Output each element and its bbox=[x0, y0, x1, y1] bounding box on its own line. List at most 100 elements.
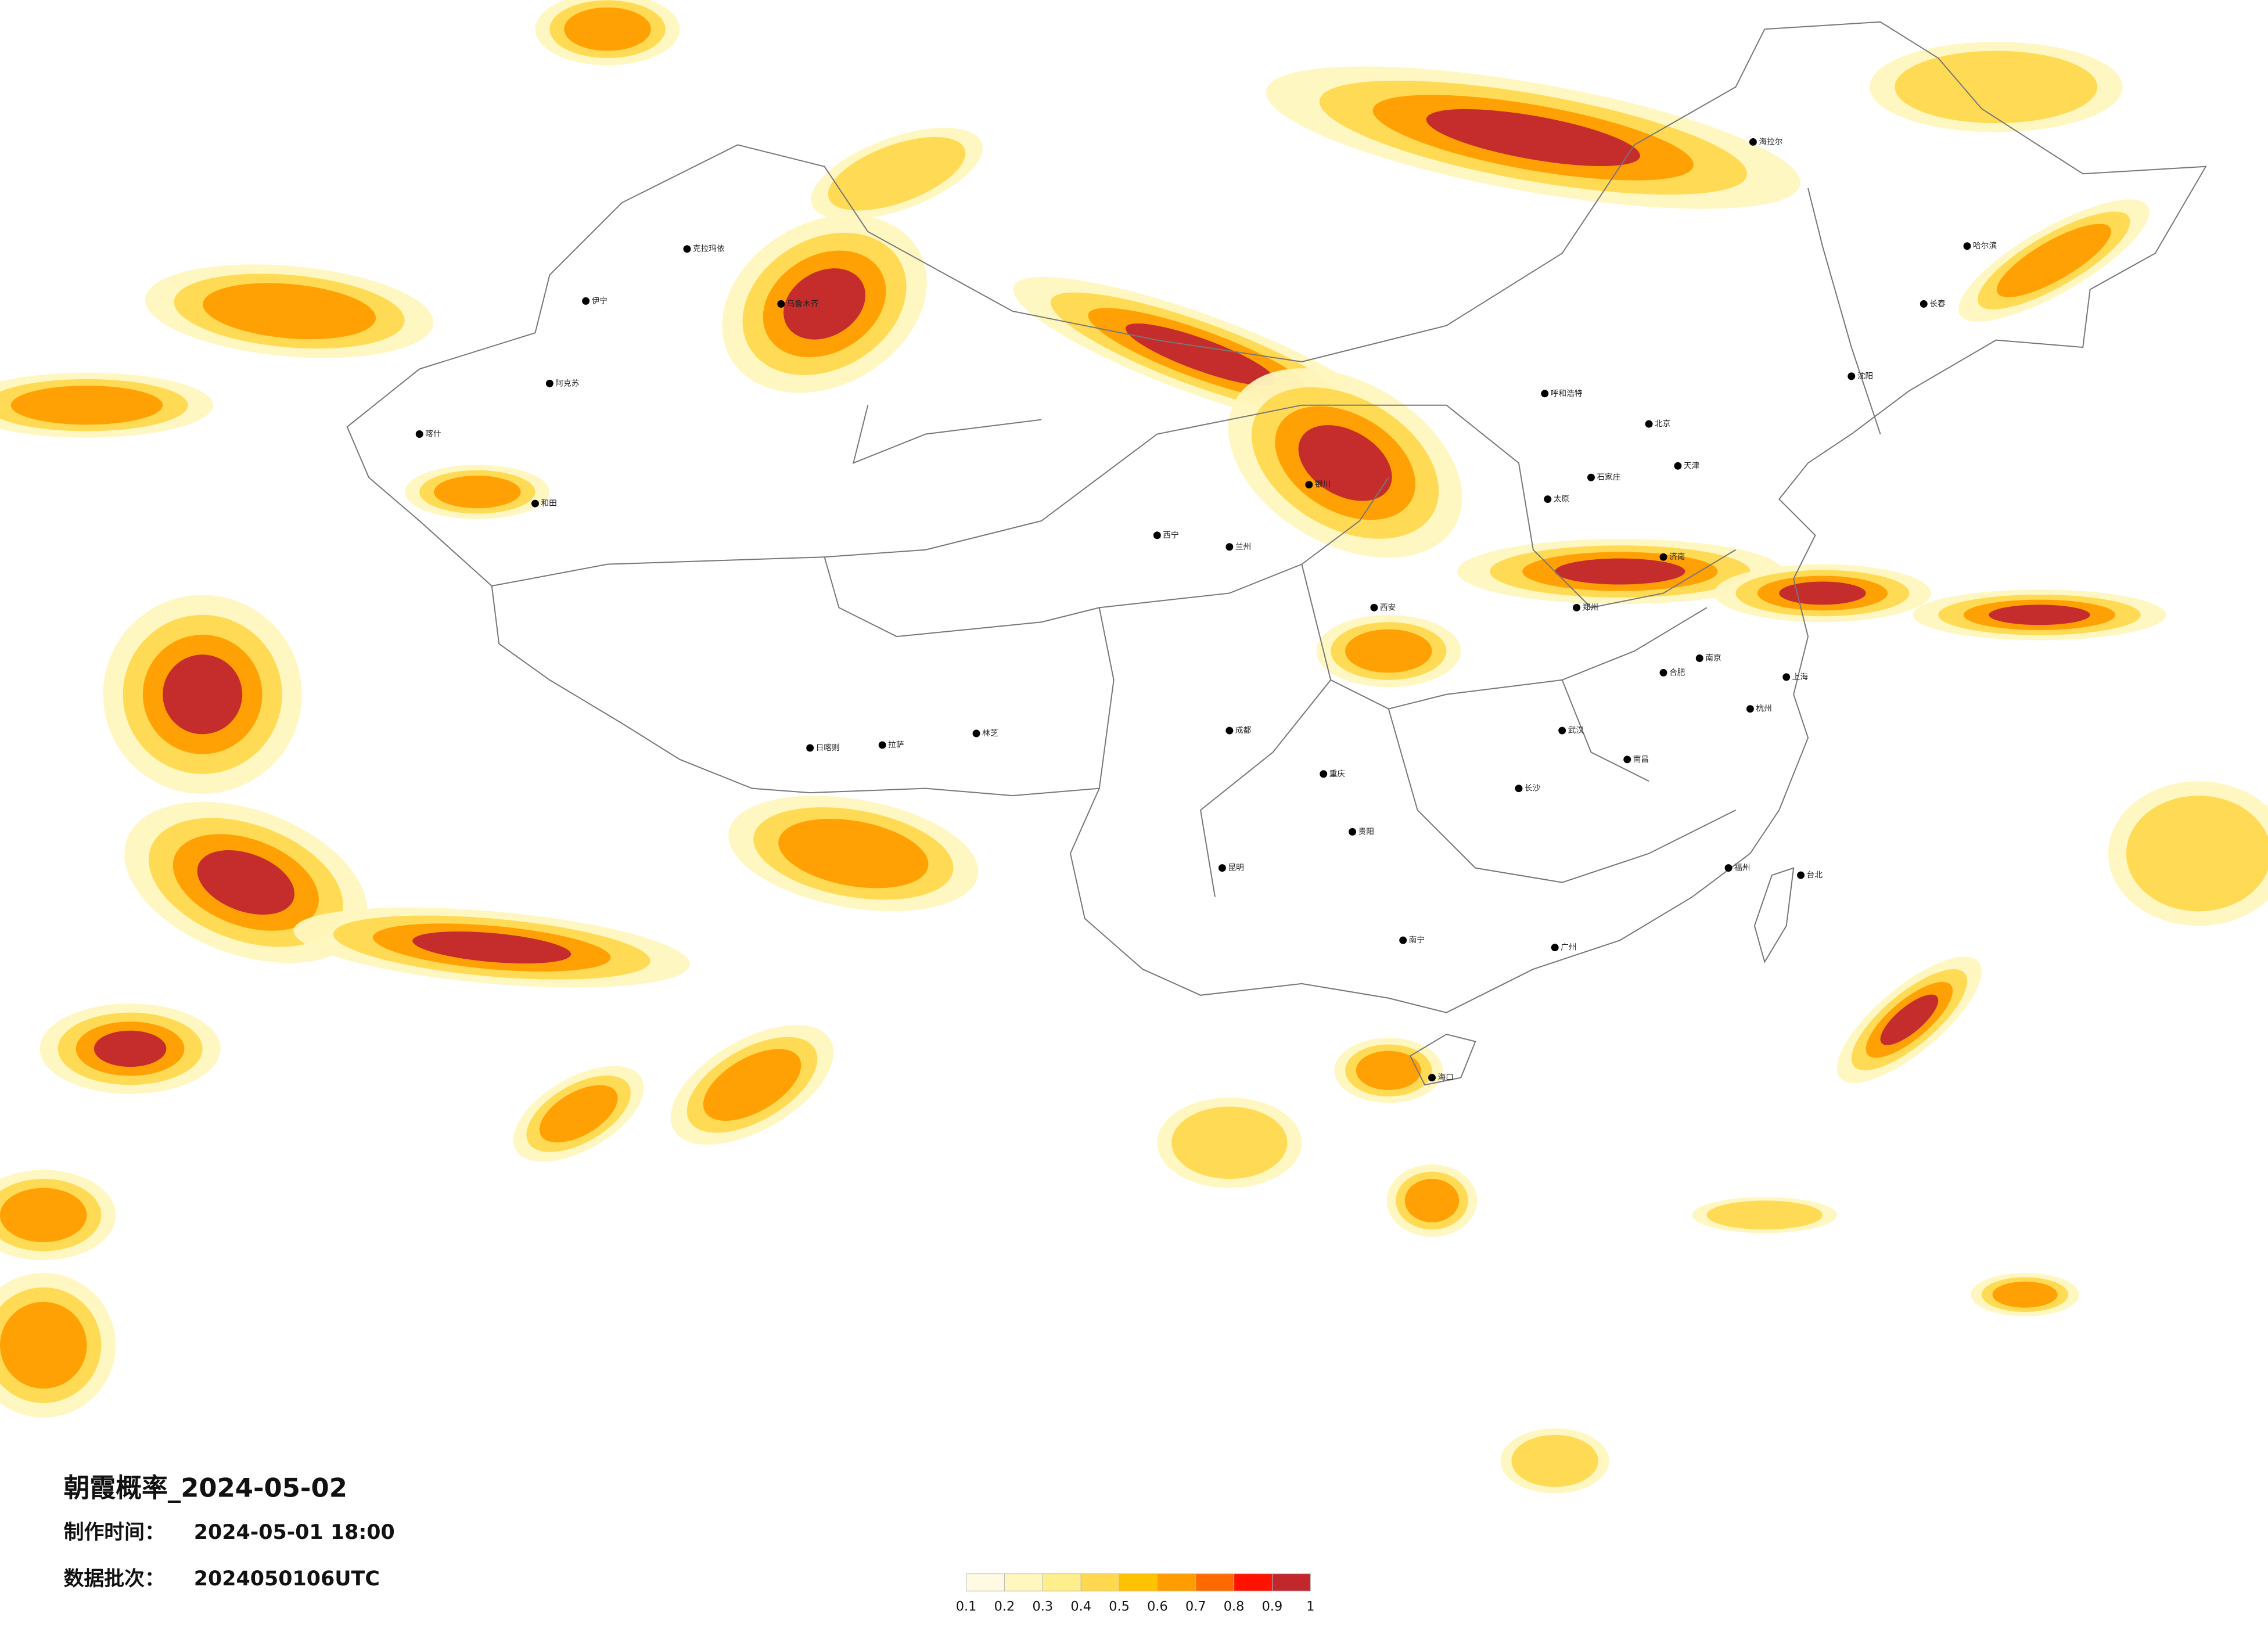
colorbar-tick-label: 0.3 bbox=[1033, 1599, 1054, 1614]
colorbar-tick-label: 1 bbox=[1306, 1599, 1314, 1614]
city-dot bbox=[1515, 785, 1523, 793]
city-dot bbox=[1963, 242, 1971, 250]
heat-layer bbox=[0, 0, 2268, 1494]
city-dot bbox=[1370, 603, 1378, 611]
city-dot bbox=[878, 741, 886, 749]
city-dot bbox=[1797, 871, 1805, 879]
city-label: 日喀则 bbox=[816, 743, 840, 753]
probability-area bbox=[828, 136, 966, 211]
info-label: 数据批次： bbox=[64, 1567, 165, 1591]
probability-area bbox=[564, 7, 651, 51]
city-label: 兰州 bbox=[1235, 542, 1251, 552]
probability-area bbox=[1298, 425, 1392, 501]
probability-area bbox=[163, 654, 243, 735]
colorbar-swatch bbox=[1271, 1573, 1311, 1592]
city-dot bbox=[972, 729, 980, 738]
city-label: 长沙 bbox=[1525, 784, 1541, 793]
city-label: 乌鲁木齐 bbox=[787, 299, 819, 308]
city-label: 呼和浩特 bbox=[1551, 389, 1583, 398]
probability-area bbox=[1895, 51, 2098, 124]
city-dot bbox=[1349, 828, 1357, 836]
colorbar-tick-label: 0.6 bbox=[1147, 1599, 1168, 1614]
city-dot bbox=[1782, 673, 1791, 681]
city-dot bbox=[531, 499, 539, 508]
city-label: 南宁 bbox=[1409, 935, 1425, 945]
city-dot bbox=[1848, 372, 1856, 380]
city-label: 台北 bbox=[1807, 870, 1823, 880]
probability-area bbox=[203, 283, 376, 340]
colorbar-swatch bbox=[1195, 1573, 1235, 1592]
city-label: 银川 bbox=[1315, 480, 1331, 490]
colorbar-swatch bbox=[1004, 1573, 1043, 1592]
probability-area bbox=[1992, 1281, 2058, 1308]
borders bbox=[346, 21, 2207, 1086]
probability-area bbox=[412, 931, 572, 964]
probability-area bbox=[0, 1301, 87, 1389]
city-dot bbox=[1674, 462, 1682, 470]
colorbar-tick-label: 0.7 bbox=[1185, 1599, 1206, 1614]
map-title: 朝霞概率_2024-05-02 bbox=[64, 1473, 347, 1503]
city-label: 广州 bbox=[1561, 943, 1576, 952]
city-label: 济南 bbox=[1669, 552, 1685, 562]
info-value: 2024050106UTC bbox=[194, 1567, 380, 1591]
city-label: 武汉 bbox=[1568, 726, 1584, 735]
city-dot bbox=[1551, 944, 1559, 952]
city-label: 海口 bbox=[1437, 1073, 1453, 1082]
city-dot bbox=[1587, 473, 1595, 481]
colorbar-swatch bbox=[1042, 1573, 1081, 1592]
city-dot bbox=[1225, 543, 1234, 551]
probability-area bbox=[1126, 323, 1276, 386]
city-dot bbox=[1645, 420, 1653, 428]
city-dot bbox=[1749, 138, 1757, 146]
city-dot bbox=[1659, 668, 1667, 677]
probability-area bbox=[783, 268, 866, 340]
city-dot bbox=[1225, 726, 1234, 735]
probability-area bbox=[1171, 1106, 1288, 1179]
probability-area bbox=[94, 1030, 167, 1067]
info-label: 制作时间： bbox=[64, 1521, 165, 1544]
probability-area bbox=[1996, 224, 2111, 297]
probability-area bbox=[1880, 994, 1939, 1045]
probability-area bbox=[1989, 605, 2090, 625]
city-label: 福州 bbox=[1734, 864, 1750, 873]
city-dot bbox=[1399, 936, 1407, 944]
city-label: 克拉玛依 bbox=[693, 244, 725, 254]
city-dot bbox=[1573, 603, 1581, 611]
city-label: 伊宁 bbox=[592, 296, 608, 305]
probability-area bbox=[0, 1188, 87, 1243]
colorbar: 0.1 0.2 0.3 0.4 0.5 0.6 0.7 0.8 0.9 1 bbox=[956, 1573, 1314, 1614]
colorbar-swatch bbox=[1119, 1573, 1158, 1592]
city-dot bbox=[1153, 531, 1161, 539]
colorbar-swatch bbox=[966, 1573, 1005, 1592]
colorbar-tick-label: 0.2 bbox=[994, 1599, 1015, 1614]
colorbar-tick-label: 0.5 bbox=[1109, 1599, 1130, 1614]
city-label: 海拉尔 bbox=[1759, 137, 1782, 146]
probability-area bbox=[1345, 629, 1432, 673]
probability-area bbox=[778, 819, 929, 888]
city-dot bbox=[683, 245, 691, 253]
probability-area bbox=[434, 476, 521, 509]
info-value: 2024-05-01 18:00 bbox=[194, 1521, 395, 1544]
city-label: 南京 bbox=[1705, 654, 1721, 663]
city-label: 拉萨 bbox=[888, 740, 904, 750]
city-dot bbox=[806, 744, 814, 752]
city-label: 重庆 bbox=[1329, 769, 1346, 779]
city-dot bbox=[1305, 481, 1313, 489]
probability-area bbox=[1779, 581, 1866, 605]
city-label: 西安 bbox=[1380, 603, 1396, 612]
colorbar-swatch bbox=[1080, 1573, 1120, 1592]
country-border bbox=[346, 21, 2207, 1013]
city-dot bbox=[545, 379, 553, 387]
city-label: 郑州 bbox=[1583, 603, 1598, 612]
city-dot bbox=[1428, 1074, 1436, 1082]
city-dot bbox=[1659, 553, 1667, 561]
probability-area bbox=[1511, 1434, 1598, 1487]
city-dot bbox=[1320, 770, 1328, 778]
probability-area bbox=[703, 1049, 801, 1121]
probability-area bbox=[197, 850, 295, 915]
city-label: 贵阳 bbox=[1358, 827, 1374, 836]
probability-area bbox=[1706, 1200, 1823, 1230]
city-dot bbox=[1920, 300, 1928, 308]
